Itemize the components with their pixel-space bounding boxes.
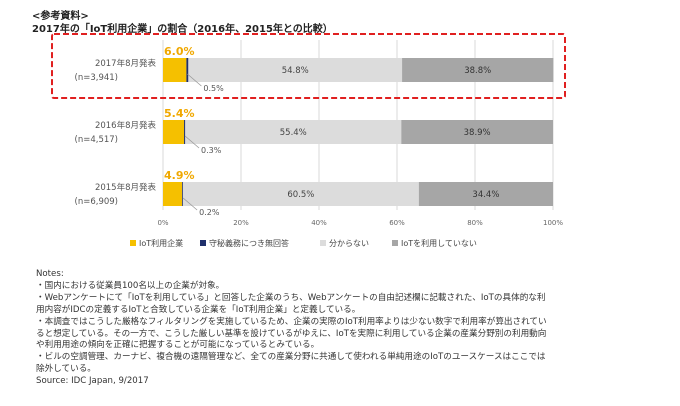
category-label: 2017年8月発表 xyxy=(95,58,157,69)
leader-line xyxy=(184,135,200,149)
bar-segment-iot xyxy=(163,182,183,206)
bar-segment-not-using xyxy=(402,58,554,82)
notes-heading: Notes: xyxy=(36,269,64,279)
note-line: 除外している。 xyxy=(36,364,96,375)
x-tick-label: 20% xyxy=(233,219,249,227)
note-line: 用内容がIDCの定義するIoTと合致している企業を「IoT利用企業」と定義してい… xyxy=(36,304,361,315)
source-note: Source: IDC Japan, 9/2017 xyxy=(36,376,149,387)
reference-label: <参考資料> xyxy=(32,11,89,22)
legend-swatch xyxy=(130,240,136,246)
note-line: ・ビルの空調管理、カーナビ、複合機の遠隔管理など、全ての産業分野に共通して使われ… xyxy=(36,352,546,363)
confidential-percent-label: 0.3% xyxy=(201,146,222,155)
legend-label: IoTを利用していない xyxy=(401,238,477,248)
note-line: ・国内における従業員100名以上の企業が対象。 xyxy=(36,280,225,291)
notes-section: Notes: ・国内における従業員100名以上の企業が対象。 ・Webアンケート… xyxy=(36,269,671,388)
confidential-percent-label: 0.2% xyxy=(199,208,220,217)
iot-percent-label: 4.9% xyxy=(164,169,195,182)
bar-segment-confidential xyxy=(186,58,189,82)
x-tick-label: 40% xyxy=(311,219,327,227)
leader-line xyxy=(187,73,202,87)
leader-line xyxy=(182,197,198,211)
x-tick-label: 0% xyxy=(157,219,168,227)
confidential-percent-label: 0.5% xyxy=(203,84,224,93)
category-label: 2016年8月発表 xyxy=(95,120,157,131)
bar-segment-confidential xyxy=(182,182,184,206)
bar-segment-iot xyxy=(163,120,185,144)
bar-segment-unknown xyxy=(188,58,403,82)
note-line: ・本調査ではこうした厳格なフィルタリングを実施しているため、企業の実際のIoT利… xyxy=(36,316,547,327)
not-using-percent-label: 34.4% xyxy=(472,190,499,200)
bar-segment-not-using xyxy=(401,120,553,144)
iot-percent-label: 6.0% xyxy=(164,45,195,58)
unknown-percent-label: 55.4% xyxy=(280,128,307,138)
legend-swatch xyxy=(320,240,326,246)
unknown-percent-label: 60.5% xyxy=(287,190,314,200)
chart-title: 2017年の「IoT利用企業」の割合（2016年、2015年との比較） xyxy=(32,24,333,35)
stacked-bar-chart: 0% 20% 40% 60% 80% 100% 2017年8月発表 (n=3,941) 6.0%… xyxy=(51,33,566,248)
legend-label: 守秘義務につき無回答 xyxy=(209,238,289,248)
bar-segment-iot xyxy=(163,58,187,82)
legend-swatch xyxy=(200,240,206,246)
x-tick-label: 100% xyxy=(543,219,563,227)
not-using-percent-label: 38.9% xyxy=(464,128,491,138)
x-tick-label: 60% xyxy=(389,219,405,227)
note-line: や利用用途の傾向を正確に把握することが可能になっているとみている。 xyxy=(36,340,320,351)
legend-swatch xyxy=(392,240,398,246)
highlight-box xyxy=(51,33,566,99)
note-line: ・Webアンケートにて「IoTを利用している」と回答した企業のうち、Webアンケ… xyxy=(36,292,546,303)
category-n-label: (n=4,517) xyxy=(75,135,118,145)
not-using-percent-label: 38.8% xyxy=(464,66,491,76)
bar-segment-not-using xyxy=(418,182,553,206)
bar-segment-unknown xyxy=(185,120,402,144)
legend-label: IoT利用企業 xyxy=(139,238,183,248)
unknown-percent-label: 54.8% xyxy=(282,66,309,76)
iot-percent-label: 5.4% xyxy=(164,107,195,120)
category-label: 2015年8月発表 xyxy=(95,182,157,193)
category-n-label: (n=3,941) xyxy=(75,73,118,83)
x-tick-label: 80% xyxy=(467,219,483,227)
category-n-label: (n=6,909) xyxy=(75,197,118,207)
note-line: ると想定している。その一方で、こうした厳しい基準を設けているがゆえに、IoTを実… xyxy=(36,328,547,339)
bar-segment-confidential xyxy=(184,120,186,144)
bar-segment-unknown xyxy=(182,182,419,206)
legend-label: 分からない xyxy=(329,239,369,248)
